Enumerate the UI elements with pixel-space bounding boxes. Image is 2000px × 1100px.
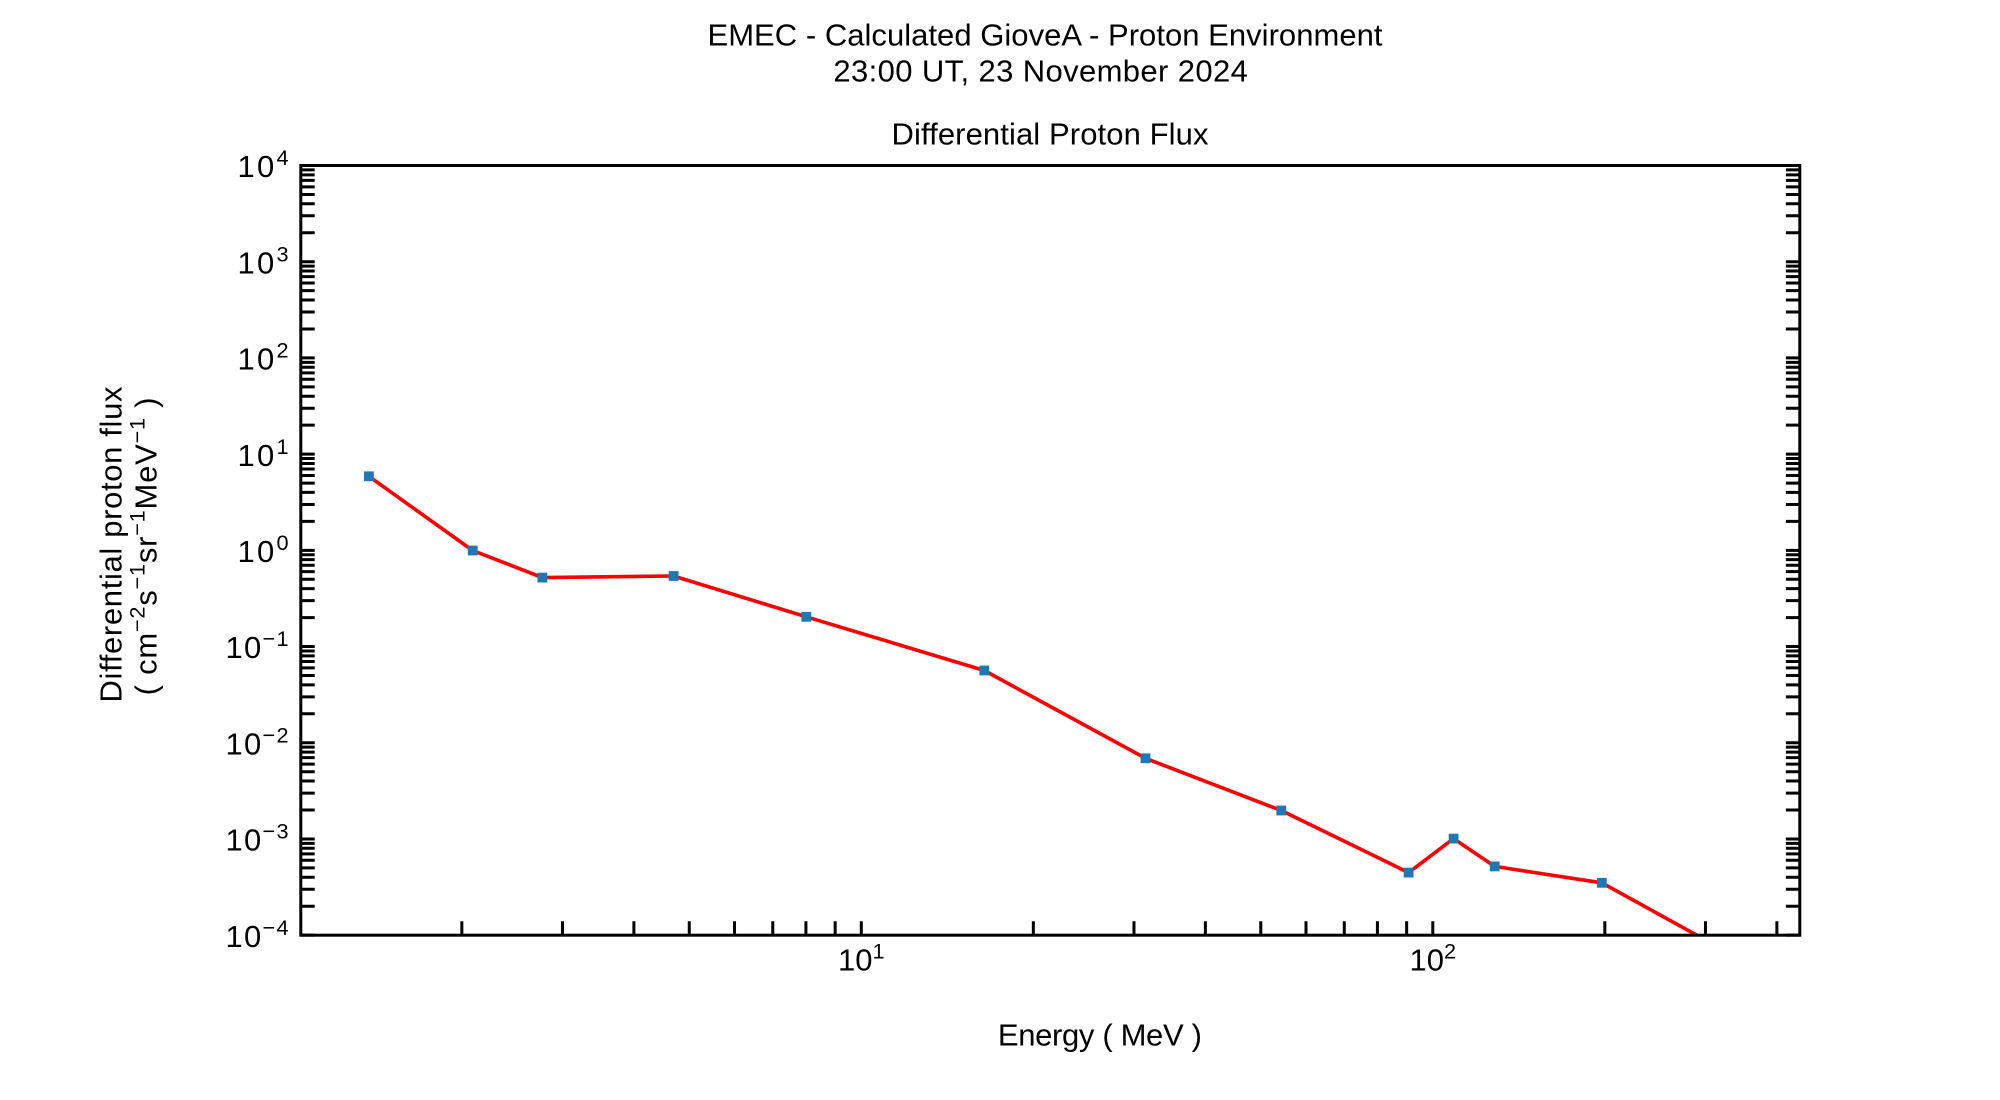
svg-text:Energy ( MeV ): Energy ( MeV ): [998, 1018, 1202, 1053]
svg-text:23:00 UT, 23 November 2024: 23:00 UT, 23 November 2024: [833, 54, 1248, 89]
svg-text:101: 101: [838, 938, 885, 977]
svg-text:EMEC - Calculated GioveA - Pro: EMEC - Calculated GioveA - Proton Enviro…: [708, 18, 1383, 53]
svg-text:10−4: 10−4: [226, 915, 289, 954]
svg-text:10−2: 10−2: [226, 723, 289, 762]
svg-text:10−1: 10−1: [226, 626, 289, 665]
svg-text:Differential Proton Flux: Differential Proton Flux: [892, 116, 1210, 151]
svg-text:( cm−2s−1sr−1MeV−1 ): ( cm−2s−1sr−1MeV−1 ): [124, 397, 163, 695]
svg-text:10−3: 10−3: [226, 819, 289, 858]
svg-text:102: 102: [1410, 938, 1457, 977]
svg-text:Differential proton flux: Differential proton flux: [94, 386, 129, 703]
